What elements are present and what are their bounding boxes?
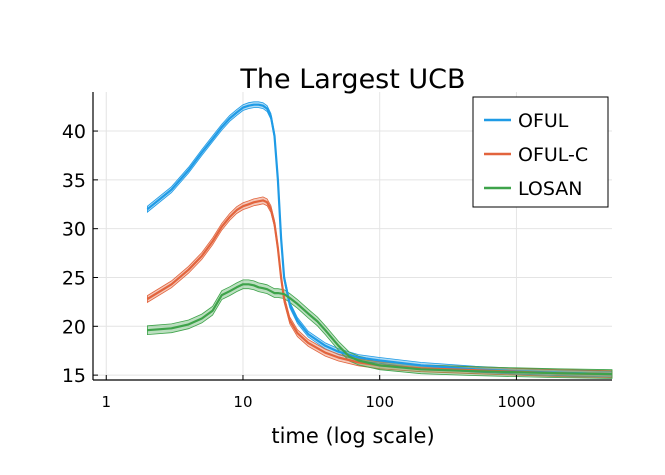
series-line-losan xyxy=(147,283,613,376)
legend: OFUL OFUL-C LOSAN xyxy=(472,96,609,208)
legend-label-oful-c: OFUL-C xyxy=(518,144,588,166)
y-tick-label: 40 xyxy=(62,121,86,143)
y-tick-label: 30 xyxy=(62,219,86,241)
axes xyxy=(92,92,612,381)
x-tick-label: 10 xyxy=(233,393,252,411)
chart-title: The Largest UCB xyxy=(239,64,465,95)
band-losan xyxy=(147,279,613,379)
x-axis-ticks: 1 10 100 1000 xyxy=(101,375,536,411)
x-axis-label: time (log scale) xyxy=(271,424,434,448)
y-tick-label: 25 xyxy=(62,267,86,289)
x-tick-label: 1000 xyxy=(497,393,535,411)
series-line-oful xyxy=(146,103,613,376)
y-axis-ticks: 15 20 25 30 35 40 xyxy=(62,121,98,387)
legend-label-oful: OFUL xyxy=(518,110,569,132)
confidence-bands xyxy=(147,101,613,379)
x-tick-label: 1 xyxy=(101,393,111,411)
legend-box xyxy=(472,96,609,208)
y-tick-label: 15 xyxy=(62,365,86,387)
y-tick-label: 35 xyxy=(62,170,86,192)
x-tick-label: 100 xyxy=(365,393,394,411)
series-lines xyxy=(146,103,613,376)
legend-label-losan: LOSAN xyxy=(518,178,583,200)
y-tick-label: 20 xyxy=(62,316,86,338)
